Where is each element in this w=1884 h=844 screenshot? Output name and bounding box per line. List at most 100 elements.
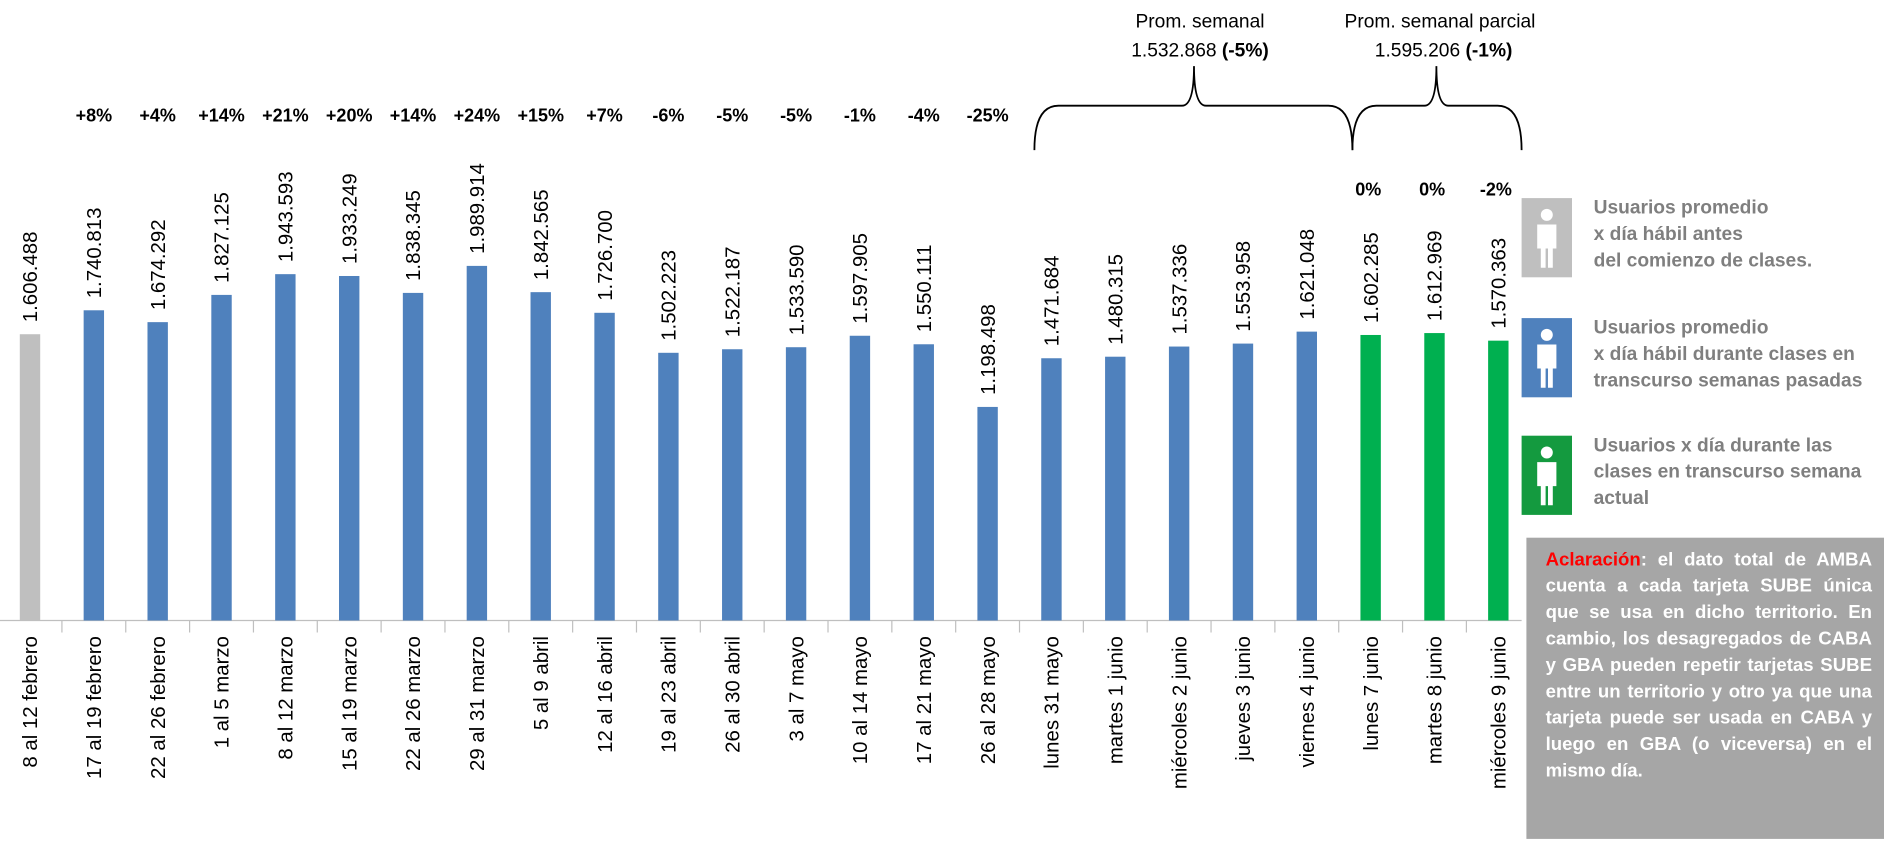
bar	[658, 352, 679, 621]
x-tick-label: 17 al 19 febrero	[84, 636, 106, 779]
x-tick-label: 10 al 14 mayo	[850, 636, 872, 764]
bar	[722, 349, 743, 621]
x-tick-label: 5 al 9 abril	[531, 636, 553, 730]
value-label: 1.570.363	[1489, 238, 1511, 329]
bar	[1041, 358, 1062, 621]
change-label: -5%	[780, 105, 812, 125]
value-label: 1.674.292	[148, 219, 170, 310]
value-label: 1.471.684	[1042, 256, 1064, 347]
value-label: 1.933.249	[339, 173, 361, 264]
x-tick-label: miércoles 9 junio	[1489, 636, 1511, 789]
value-label: 1.740.813	[84, 208, 106, 299]
bar	[19, 334, 41, 621]
value-label: 1.602.285	[1361, 232, 1383, 323]
x-tick-label: 19 al 23 abril	[659, 636, 681, 753]
bracket-annotation: Prom. semanal 1.532.868 (-5%)	[1033, 12, 1354, 151]
legend-label: transcurso semanas pasadas	[1594, 371, 1863, 392]
change-label: -4%	[908, 105, 940, 125]
change-label: +7%	[586, 105, 623, 125]
legend-icon-body	[1537, 344, 1557, 388]
x-tick-label: 3 al 7 mayo	[786, 636, 808, 741]
legend-label: actual	[1594, 488, 1649, 509]
legend-icon-head	[1540, 446, 1553, 459]
bracket	[1351, 66, 1523, 151]
bar	[594, 312, 615, 621]
change-label: +24%	[454, 105, 501, 125]
annotation-title: Prom. semanal parcial	[1345, 12, 1536, 33]
legend-label: Usuarios promedio	[1594, 318, 1769, 339]
x-tick-label: 12 al 16 abril	[595, 636, 617, 753]
legend-label: x día hábil antes	[1594, 224, 1743, 245]
x-tick-label: 26 al 28 mayo	[978, 636, 1000, 764]
x-tick-label: 29 al 31 marzo	[467, 636, 489, 771]
change-label: +4%	[139, 105, 176, 125]
bracket-annotation: Prom. semanal parcial 1.595.206 (-1%)	[1345, 12, 1536, 151]
x-tick-label: 8 al 12 febrero	[20, 636, 42, 768]
x-tick-label: viernes 4 junio	[1297, 636, 1319, 767]
change-label: +20%	[326, 105, 373, 125]
value-label: 1.550.111	[914, 245, 936, 333]
legend-label: Usuarios promedio	[1594, 198, 1769, 219]
x-tick-label: 17 al 21 mayo	[914, 636, 936, 764]
bar	[466, 265, 488, 621]
bar	[913, 344, 934, 621]
value-label: 1.480.315	[1105, 254, 1127, 345]
change-label: +14%	[198, 105, 245, 125]
x-tick-label: 8 al 12 marzo	[276, 636, 298, 760]
bar	[402, 292, 424, 621]
value-label: 1.553.958	[1233, 241, 1255, 332]
value-label: 1.838.345	[403, 190, 425, 281]
annotation-change: (-5%)	[1222, 41, 1269, 62]
bar	[1232, 343, 1254, 621]
legend-item: Usuarios promedio x día hábil antes del co…	[1521, 198, 1813, 278]
change-label: +8%	[76, 105, 113, 125]
bar	[1360, 334, 1381, 621]
bar	[1105, 356, 1126, 621]
change-label: +15%	[517, 105, 564, 125]
legend-label: Usuarios x día durante las	[1594, 435, 1833, 456]
legend-label: del comienzo de clases.	[1594, 251, 1813, 272]
x-tick-label: 26 al 30 abril	[722, 636, 744, 753]
bar	[147, 322, 168, 621]
bracket	[1033, 66, 1354, 151]
annotation-value: 1.595.206 (-1%)	[1375, 41, 1513, 62]
legend-icon-body	[1537, 224, 1557, 268]
bar	[275, 274, 296, 621]
bar	[1168, 346, 1190, 621]
value-label: 1.198.498	[978, 304, 1000, 395]
value-label: 1.943.593	[276, 171, 298, 262]
value-label: 1.989.914	[467, 163, 489, 254]
note-title: Aclaración	[1545, 549, 1641, 571]
bar	[849, 335, 871, 621]
x-tick-label: miércoles 2 junio	[1169, 636, 1191, 789]
change-label: -1%	[844, 105, 876, 125]
annotation-number: 1.532.868	[1131, 41, 1216, 62]
x-tick-label: 1 al 5 marzo	[212, 636, 234, 748]
value-label: 1.522.187	[722, 247, 744, 338]
value-label: 1.827.125	[212, 192, 234, 283]
value-label: 1.621.048	[1297, 229, 1319, 320]
value-label: 1.597.905	[850, 233, 872, 324]
legend-icon-head	[1540, 208, 1553, 221]
legend-icon-body	[1537, 462, 1557, 506]
x-tick-label: jueves 3 junio	[1233, 636, 1255, 762]
value-label: 1.606.488	[20, 232, 42, 323]
annotation-value: 1.532.868 (-5%)	[1131, 41, 1269, 62]
change-label: -5%	[716, 105, 748, 125]
annotation-number: 1.595.206	[1375, 41, 1460, 62]
annotation-change: (-1%)	[1466, 41, 1513, 62]
x-tick-label: lunes 31 mayo	[1042, 636, 1064, 769]
x-tick-label: 22 al 26 marzo	[403, 636, 425, 771]
bar	[785, 347, 807, 621]
x-tick-label: martes 8 junio	[1425, 636, 1447, 764]
value-label: 1.537.336	[1169, 244, 1191, 335]
bar	[211, 294, 232, 621]
bar	[83, 310, 105, 621]
note-text: : el dato total de AMBA cuenta a cada ta…	[1545, 549, 1872, 782]
change-label: -6%	[652, 105, 684, 125]
legend-item: Usuarios x día durante las clases en tran…	[1521, 435, 1862, 515]
bar	[1424, 333, 1445, 621]
change-label: -2%	[1480, 180, 1512, 200]
